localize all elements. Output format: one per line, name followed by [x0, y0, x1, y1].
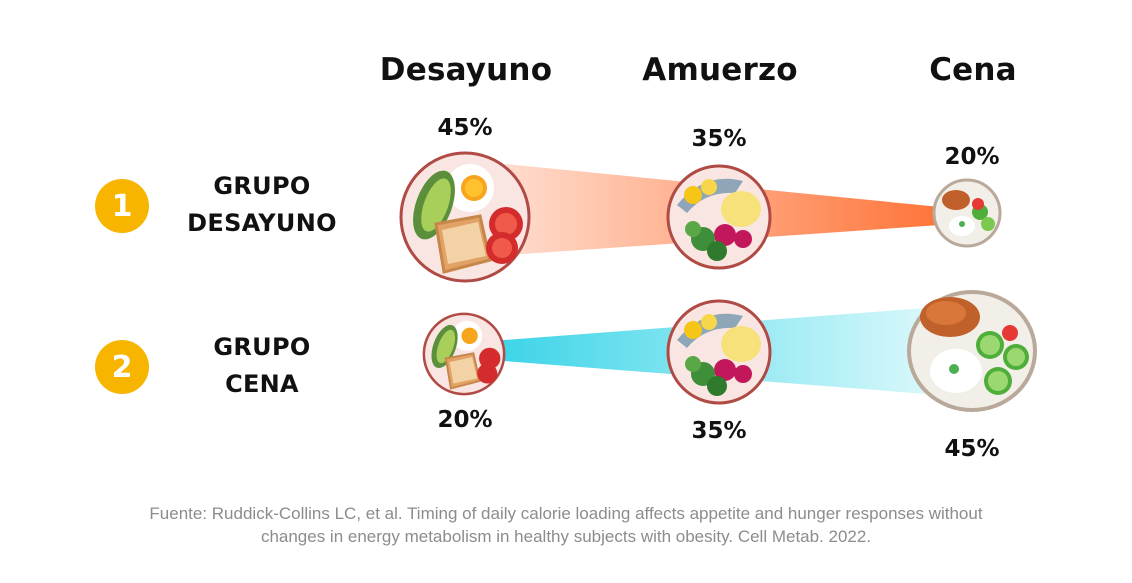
group1-lunch-plate	[666, 164, 772, 270]
group2-lunch-plate	[666, 299, 772, 405]
group1-dinner-percent: 20%	[944, 144, 1000, 170]
group2-breakfast-plate	[422, 312, 506, 396]
group1-lunch-percent: 35%	[691, 126, 747, 152]
group1-label-line2: DESAYUNO	[187, 209, 337, 237]
source-line-1: Fuente: Ruddick-Collins LC, et al. Timin…	[149, 504, 983, 523]
group1-dinner-plate	[932, 178, 1002, 248]
source-line-2: changes in energy metabolism in healthy …	[260, 527, 872, 546]
group2-breakfast-percent: 20%	[437, 407, 493, 433]
column-header-amuerzo: Amuerzo	[642, 52, 798, 88]
column-header-desayuno: Desayuno	[379, 52, 553, 88]
column-header-cena: Cena	[929, 52, 1017, 88]
group2-label-line2: CENA	[225, 370, 299, 398]
group1-breakfast-percent: 45%	[437, 115, 493, 141]
group2-lunch-percent: 35%	[691, 418, 747, 444]
source-citation: Fuente: Ruddick-Collins LC, et al. Timin…	[40, 502, 1092, 548]
group1-number-badge: 1	[95, 179, 149, 233]
group2-label-line1: GRUPO	[213, 333, 311, 361]
group2-number-badge: 2	[95, 340, 149, 394]
group2-label: GRUPO CENA	[162, 329, 362, 403]
group1-label: GRUPO DESAYUNO	[162, 168, 362, 242]
group2-dinner-percent: 45%	[944, 436, 1000, 462]
group1-breakfast-plate	[399, 151, 531, 283]
group2-dinner-plate	[907, 290, 1037, 412]
group1-label-line1: GRUPO	[213, 172, 311, 200]
